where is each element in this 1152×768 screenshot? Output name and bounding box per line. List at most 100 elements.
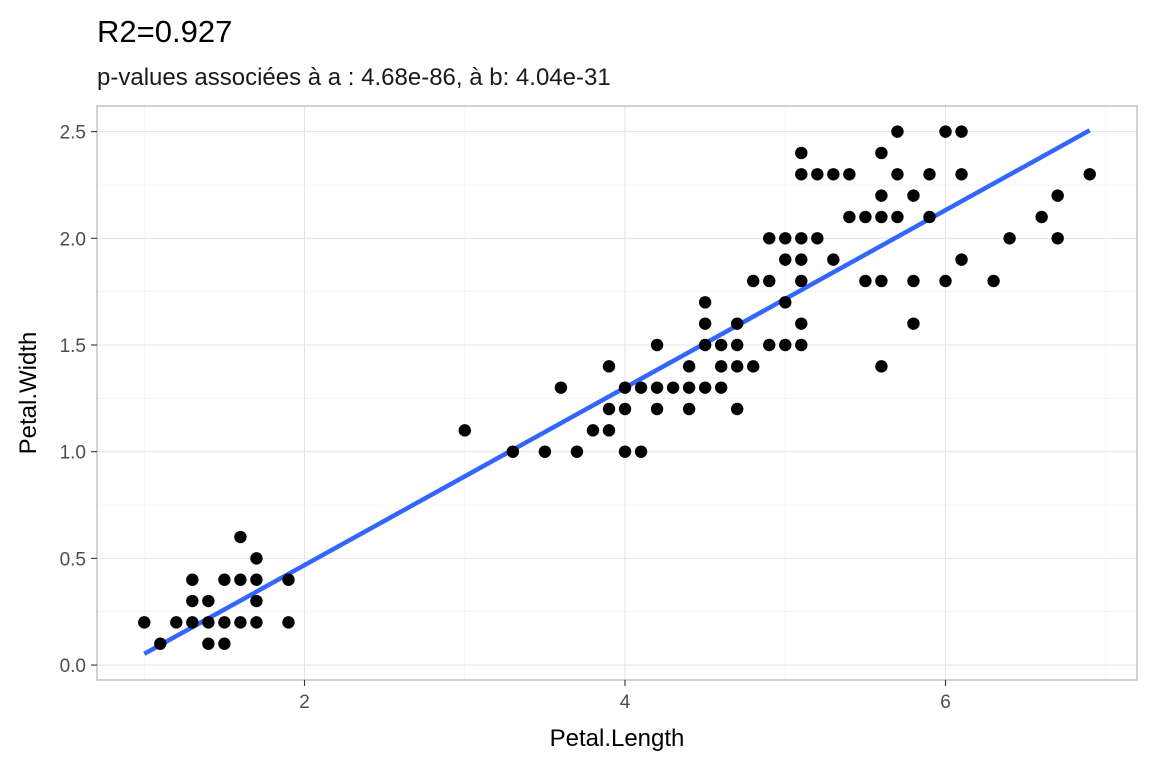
- data-point: [234, 616, 247, 629]
- data-point: [747, 360, 760, 373]
- data-point: [618, 381, 632, 394]
- data-point: [875, 146, 888, 160]
- data-point: [795, 146, 808, 160]
- data-point: [202, 616, 215, 629]
- data-point: [730, 402, 744, 416]
- data-point: [618, 445, 632, 458]
- data-point: [666, 381, 680, 394]
- data-point: [282, 616, 295, 629]
- data-point: [795, 317, 808, 330]
- chart-subtitle: p-values associées à a : 4.68e-86, à b: …: [97, 64, 611, 91]
- data-point: [714, 360, 728, 373]
- chart-title: R2=0.927: [97, 14, 232, 49]
- data-point: [827, 168, 840, 181]
- data-point: [875, 189, 888, 202]
- y-tick-label: 0.0: [60, 656, 86, 677]
- data-point: [763, 338, 776, 352]
- data-point: [218, 616, 231, 629]
- data-point: [714, 338, 728, 352]
- data-point: [186, 616, 199, 629]
- data-point: [795, 168, 808, 181]
- data-point: [747, 274, 760, 288]
- data-point: [811, 232, 824, 245]
- data-point: [730, 338, 744, 352]
- data-point: [907, 317, 920, 330]
- data-point: [875, 360, 888, 373]
- data-point: [154, 637, 167, 650]
- data-point: [875, 274, 888, 288]
- data-point: [1051, 232, 1064, 245]
- data-point: [218, 637, 231, 650]
- data-point: [730, 360, 744, 373]
- data-point: [939, 274, 952, 288]
- y-tick-label: 0.5: [60, 549, 86, 570]
- data-point: [1051, 189, 1064, 202]
- data-point: [811, 168, 824, 181]
- data-point: [795, 253, 808, 266]
- y-tick-label: 2.5: [60, 123, 86, 144]
- data-point: [186, 573, 199, 586]
- data-point: [682, 360, 696, 373]
- data-point: [779, 296, 792, 309]
- data-point: [1003, 232, 1016, 245]
- data-point: [843, 210, 856, 224]
- data-point: [763, 232, 776, 245]
- points-layer: [138, 125, 1096, 650]
- data-point: [939, 125, 952, 138]
- x-axis-ticks: 2 4 6: [299, 680, 951, 713]
- y-axis-ticks: 0.0 0.5 1.0 1.5 2.0 2.5: [60, 123, 97, 677]
- data-point: [250, 552, 263, 565]
- data-point: [795, 274, 808, 288]
- data-point: [955, 253, 968, 266]
- x-tick-label: 4: [620, 692, 631, 713]
- data-point: [650, 338, 664, 352]
- data-point: [875, 210, 888, 224]
- data-point: [602, 424, 616, 437]
- data-point: [538, 445, 552, 458]
- data-point: [186, 594, 199, 608]
- data-point: [650, 381, 664, 394]
- data-point: [987, 274, 1000, 288]
- data-point: [907, 189, 920, 202]
- data-point: [554, 381, 568, 394]
- data-point: [618, 402, 632, 416]
- data-point: [602, 402, 616, 416]
- data-point: [218, 573, 231, 586]
- data-point: [955, 125, 968, 138]
- data-point: [1035, 210, 1048, 224]
- data-point: [843, 168, 856, 181]
- y-tick-label: 2.0: [60, 229, 86, 250]
- data-point: [250, 573, 263, 586]
- data-point: [1083, 168, 1096, 181]
- data-point: [202, 637, 215, 650]
- data-point: [586, 424, 600, 437]
- y-tick-label: 1.5: [60, 336, 86, 357]
- data-point: [859, 210, 872, 224]
- major-gridlines: [97, 106, 1137, 680]
- data-point: [682, 402, 696, 416]
- data-point: [891, 210, 904, 224]
- data-point: [907, 274, 920, 288]
- data-point: [714, 381, 728, 394]
- data-point: [698, 338, 712, 352]
- x-tick-label: 6: [940, 692, 951, 713]
- data-point: [779, 338, 792, 352]
- data-point: [506, 445, 520, 458]
- data-point: [698, 381, 712, 394]
- data-point: [570, 445, 584, 458]
- x-axis-title: Petal.Length: [550, 725, 685, 752]
- data-point: [458, 424, 471, 437]
- data-point: [234, 573, 247, 586]
- data-point: [138, 616, 151, 629]
- y-tick-label: 1.0: [60, 443, 86, 464]
- panel-border: [96, 105, 1138, 681]
- data-point: [602, 360, 616, 373]
- data-point: [955, 168, 968, 181]
- data-point: [779, 232, 792, 245]
- data-point: [234, 530, 247, 544]
- data-point: [698, 296, 712, 309]
- data-point: [923, 210, 936, 224]
- data-point: [698, 317, 712, 330]
- data-point: [250, 616, 263, 629]
